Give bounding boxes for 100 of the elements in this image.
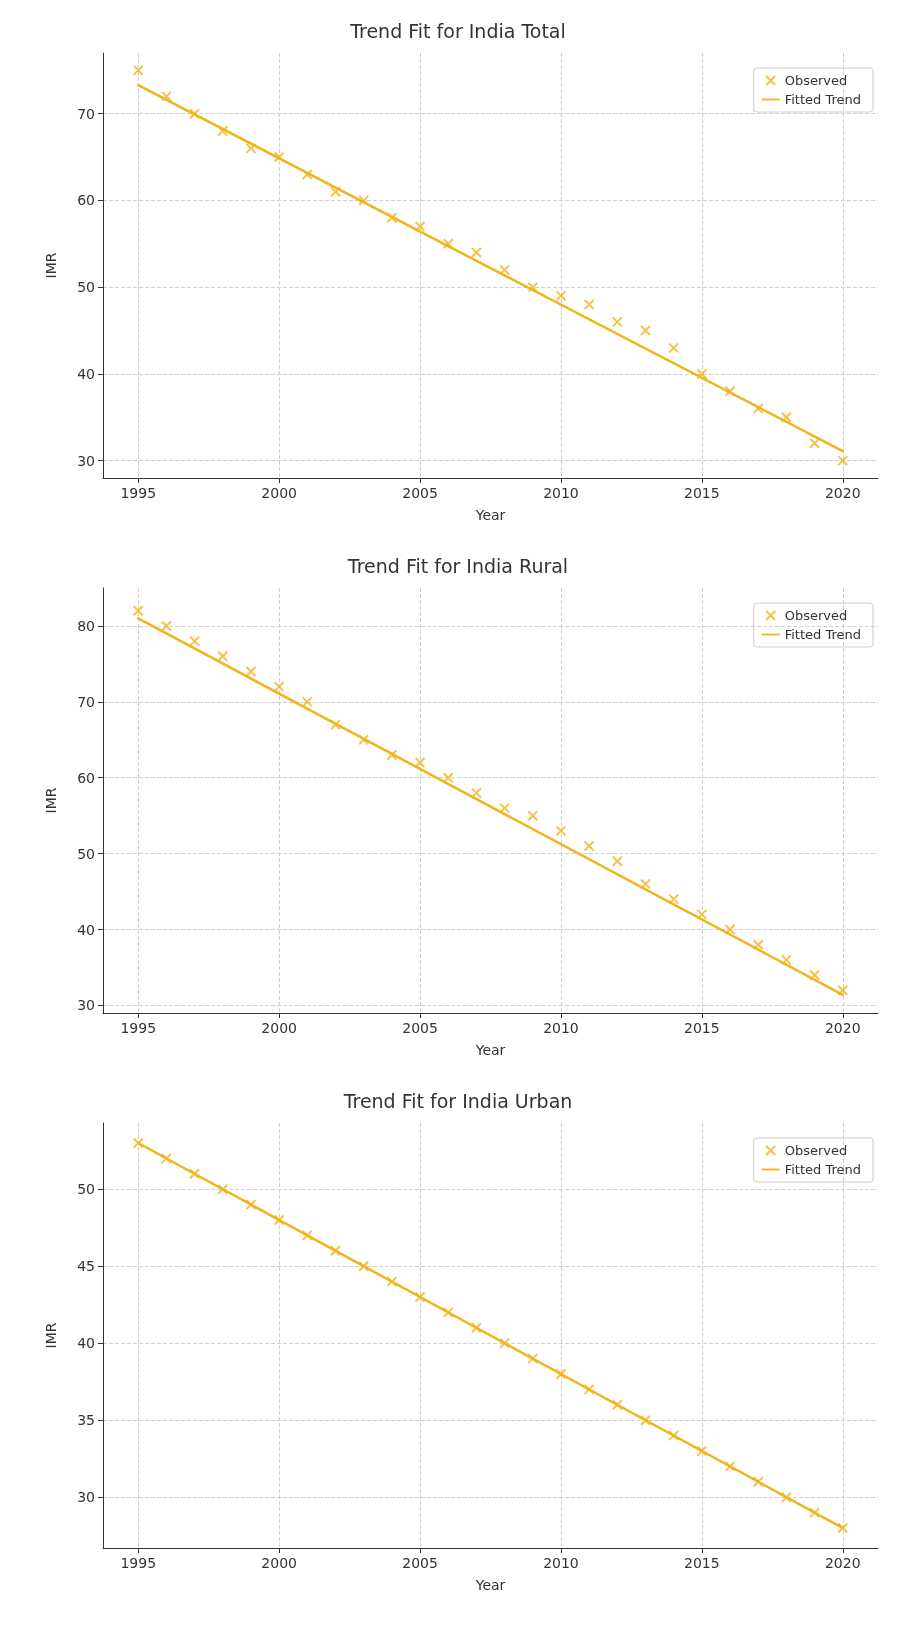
y-tick-label: 40 (77, 921, 95, 938)
x-tick-label: 2005 (402, 485, 438, 501)
point (358, 734, 370, 746)
point (583, 299, 595, 311)
point (611, 855, 623, 867)
point (132, 1137, 144, 1149)
point (470, 1322, 482, 1334)
point (724, 385, 736, 397)
point (696, 908, 708, 920)
y-tick-label: 40 (77, 365, 95, 382)
point (442, 772, 454, 784)
legend-label: Fitted Trend (784, 92, 862, 107)
y-tick-label: 60 (77, 769, 95, 786)
point (499, 1337, 511, 1349)
point (245, 665, 257, 677)
x-axis-title: Year (474, 1577, 506, 1593)
point (301, 168, 313, 180)
x-tick-label: 2000 (261, 485, 297, 501)
point (611, 1399, 623, 1411)
x-tick-label: 2000 (261, 1555, 297, 1571)
point (780, 954, 792, 966)
point (245, 142, 257, 154)
legend-label: Observed (784, 73, 848, 88)
point (527, 1353, 539, 1365)
point (752, 939, 764, 951)
y-tick-label: 50 (77, 1181, 95, 1198)
legend-label: Fitted Trend (784, 627, 862, 642)
point (809, 437, 821, 449)
point (809, 1507, 821, 1519)
point (809, 969, 821, 981)
point (273, 681, 285, 693)
legend-label: Observed (784, 1143, 848, 1158)
x-tick-label: 2010 (543, 1555, 579, 1571)
point (752, 1476, 764, 1488)
x-axis-title: Year (474, 1042, 506, 1058)
y-tick-label: 30 (77, 452, 95, 469)
x-tick-label: 2005 (402, 1020, 438, 1036)
x-tick-label: 2020 (824, 1555, 861, 1571)
point (330, 1245, 341, 1257)
point (273, 1214, 285, 1226)
point (189, 1168, 201, 1180)
x-tick-label: 2020 (824, 485, 861, 501)
point (358, 194, 370, 206)
point (414, 1291, 426, 1303)
y-axis-title: IMR (43, 787, 59, 814)
point (160, 90, 172, 102)
point (189, 635, 201, 647)
point (442, 238, 454, 250)
y-tick-label: 50 (77, 279, 95, 296)
point (752, 403, 764, 415)
point (217, 1183, 229, 1195)
y-tick-label: 35 (77, 1412, 95, 1429)
point (470, 246, 482, 258)
y-axis-title: IMR (43, 1322, 59, 1349)
point (273, 151, 285, 163)
point (160, 1152, 172, 1164)
point (583, 1383, 595, 1395)
y-tick-label: 40 (77, 1335, 95, 1352)
chart-title: Trend Fit for India Urban (342, 1089, 573, 1112)
x-axis-title: Year (474, 507, 506, 523)
x-tick-label: 2020 (824, 1020, 861, 1036)
x-tick-label: 1995 (120, 1020, 157, 1036)
x-tick-label: 2015 (684, 1020, 720, 1036)
point (499, 264, 511, 276)
y-axis-title: IMR (43, 252, 59, 279)
point (442, 1306, 454, 1318)
point (386, 749, 398, 761)
point (358, 1260, 370, 1272)
point (837, 1522, 849, 1534)
x-tick-label: 1995 (120, 485, 157, 501)
point (555, 1368, 567, 1380)
point (160, 620, 172, 632)
point (527, 810, 539, 822)
point (132, 605, 144, 617)
point (330, 186, 341, 198)
point (696, 1445, 708, 1457)
x-tick-label: 2015 (684, 485, 720, 501)
y-tick-label: 30 (77, 997, 95, 1014)
point (470, 787, 482, 799)
point (837, 455, 849, 467)
point (217, 650, 229, 662)
point (386, 212, 398, 224)
y-tick-label: 30 (77, 1489, 95, 1506)
point (330, 719, 341, 731)
point (189, 108, 201, 120)
point (555, 825, 567, 837)
point (527, 281, 539, 293)
y-tick-label: 60 (77, 192, 95, 209)
point (640, 325, 651, 337)
point (724, 924, 736, 936)
point (668, 342, 680, 354)
point (640, 1414, 651, 1426)
x-tick-label: 2005 (402, 1555, 438, 1571)
x-tick-label: 2010 (543, 1020, 579, 1036)
y-tick-label: 80 (77, 617, 95, 634)
point (837, 984, 849, 996)
point (301, 696, 313, 708)
legend-label: Fitted Trend (784, 1162, 862, 1177)
y-tick-label: 50 (77, 845, 95, 862)
chart-title: Trend Fit for India Total (349, 19, 566, 42)
